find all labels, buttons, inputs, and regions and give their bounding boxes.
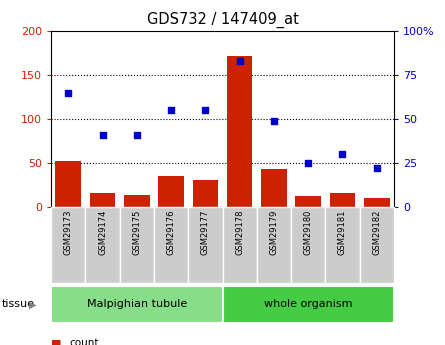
Text: GDS732 / 147409_at: GDS732 / 147409_at — [146, 12, 299, 28]
Text: whole organism: whole organism — [264, 299, 352, 309]
Bar — [188, 207, 222, 283]
Bar — [360, 207, 394, 283]
Point — [65, 90, 72, 95]
Text: GSM29175: GSM29175 — [132, 209, 142, 255]
Text: GSM29180: GSM29180 — [303, 209, 313, 255]
Point — [271, 118, 278, 124]
Text: GSM29181: GSM29181 — [338, 209, 347, 255]
Text: GSM29182: GSM29182 — [372, 209, 381, 255]
Bar — [51, 207, 85, 283]
Point — [168, 108, 175, 113]
Bar — [154, 207, 188, 283]
Bar — [261, 169, 287, 207]
Bar — [222, 286, 394, 323]
Bar — [227, 56, 252, 207]
Bar — [158, 176, 184, 207]
Point — [339, 151, 346, 157]
Text: count: count — [69, 338, 98, 345]
Point — [236, 58, 243, 64]
Bar — [330, 193, 355, 207]
Text: GSM29176: GSM29176 — [166, 209, 176, 255]
Point — [373, 166, 380, 171]
Text: Malpighian tubule: Malpighian tubule — [87, 299, 187, 309]
Bar — [295, 196, 321, 207]
Point — [202, 108, 209, 113]
Text: GSM29179: GSM29179 — [269, 209, 279, 255]
Bar — [120, 207, 154, 283]
Bar — [222, 207, 257, 283]
Text: GSM29177: GSM29177 — [201, 209, 210, 255]
Text: GSM29178: GSM29178 — [235, 209, 244, 255]
Point — [134, 132, 141, 138]
Bar — [51, 286, 223, 323]
Point — [305, 160, 312, 166]
Bar — [124, 195, 150, 207]
Bar — [90, 193, 115, 207]
Text: GSM29173: GSM29173 — [64, 209, 73, 255]
Text: ■: ■ — [51, 338, 62, 345]
Point — [99, 132, 106, 138]
Bar — [85, 207, 120, 283]
Text: tissue: tissue — [2, 299, 35, 309]
Bar — [56, 161, 81, 207]
Bar — [291, 207, 325, 283]
Bar — [193, 180, 218, 207]
Bar — [257, 207, 291, 283]
Text: ▶: ▶ — [29, 299, 36, 309]
Bar — [364, 198, 389, 207]
Text: GSM29174: GSM29174 — [98, 209, 107, 255]
Bar — [325, 207, 360, 283]
